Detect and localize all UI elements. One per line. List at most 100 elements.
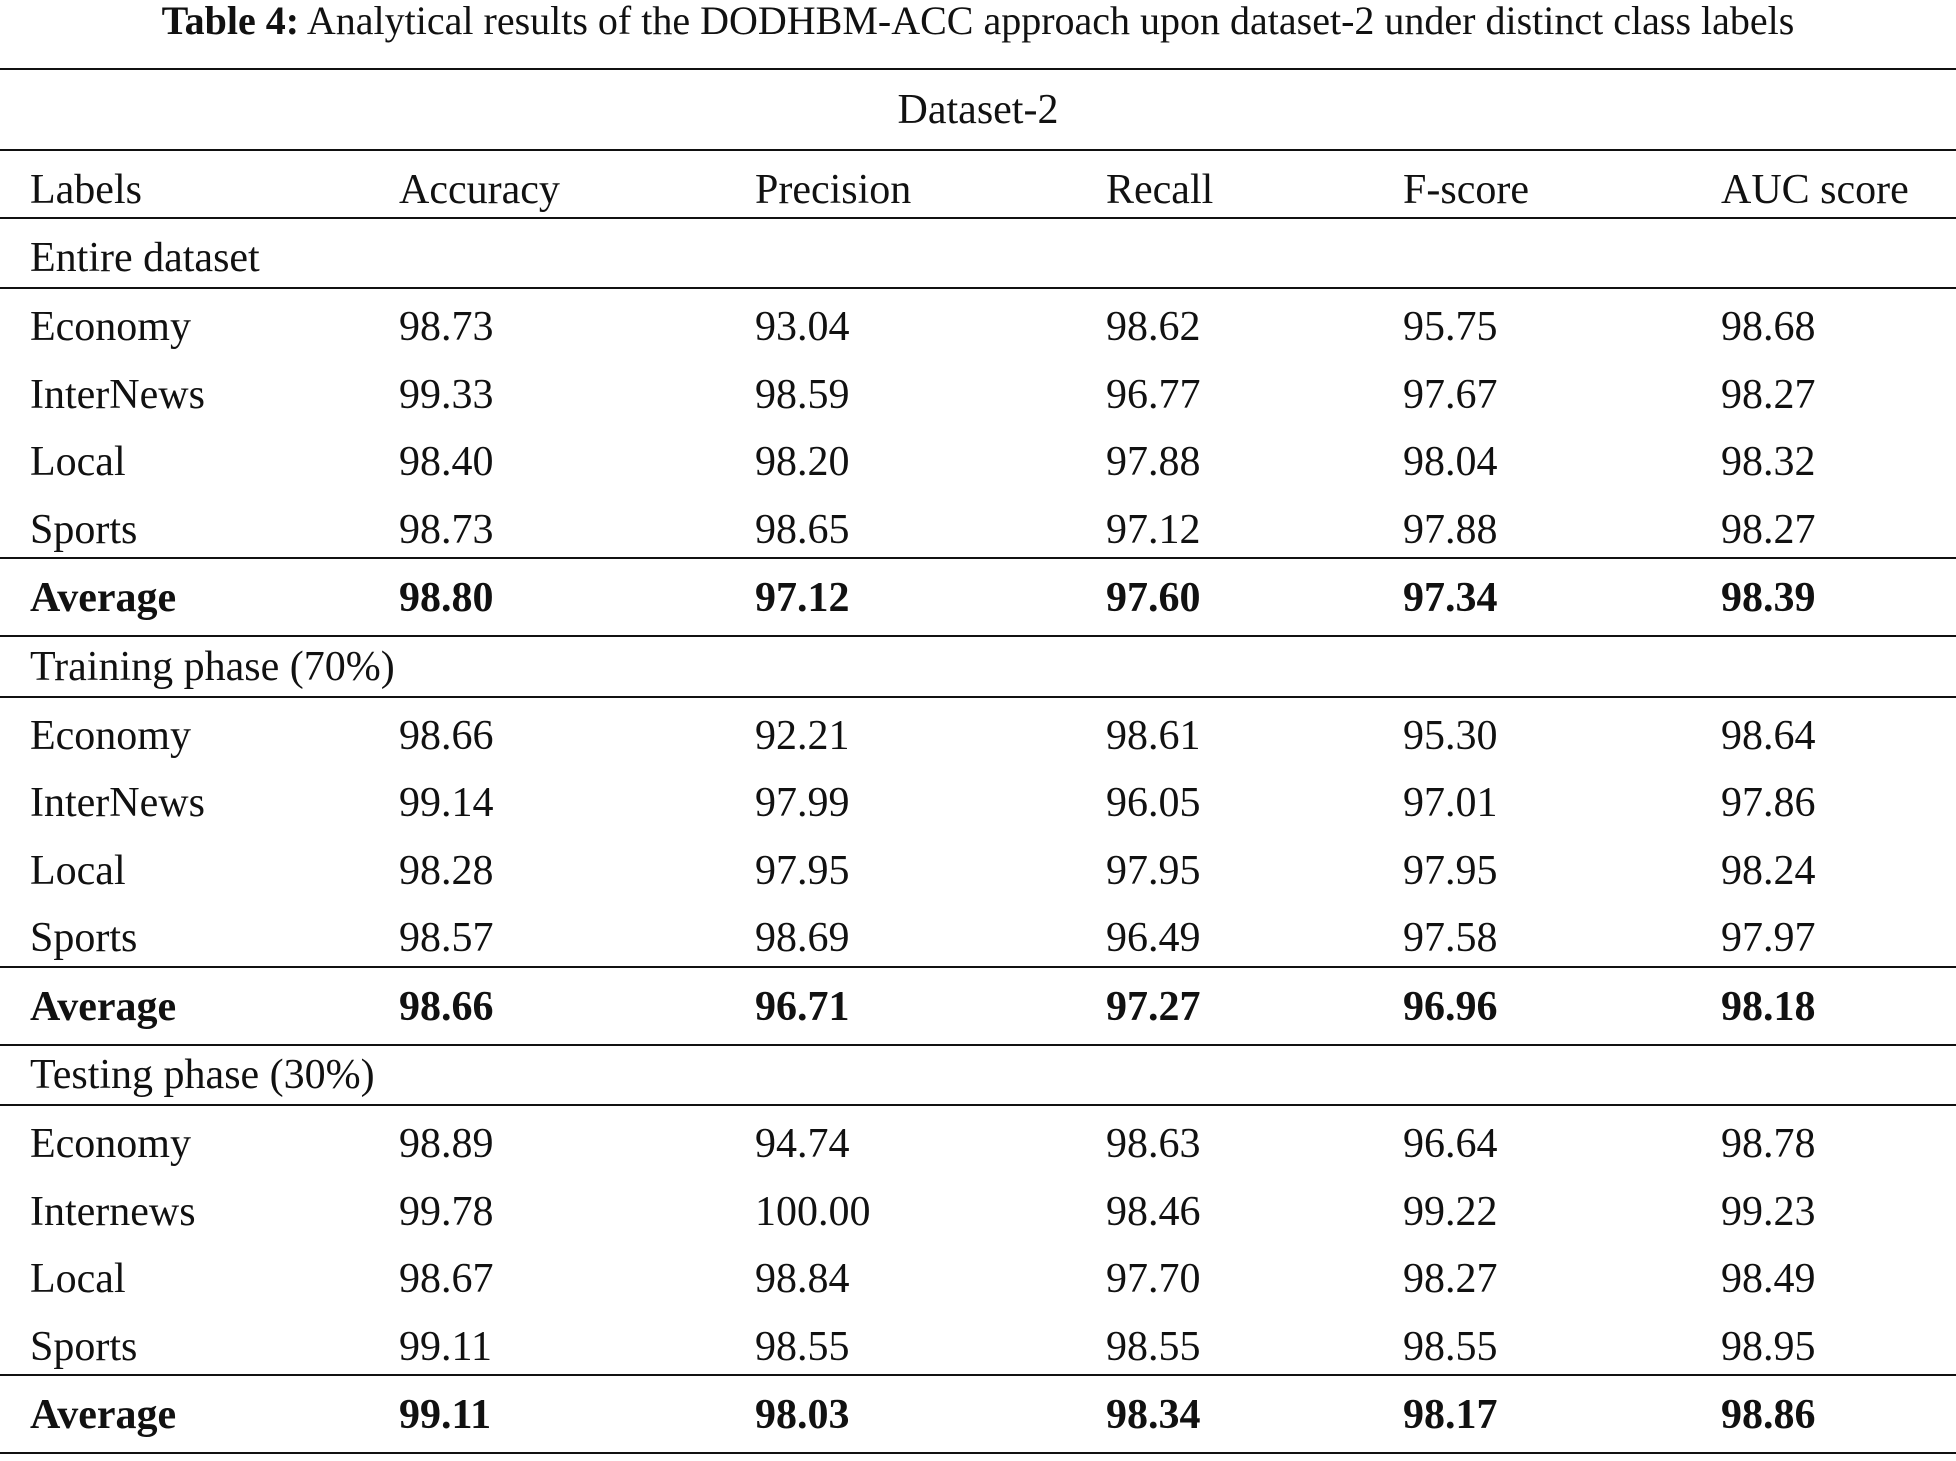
table-cell: 97.12 <box>1106 506 1201 553</box>
table-cell: 98.67 <box>399 1256 494 1302</box>
table-cell: Economy <box>30 1121 191 1167</box>
table-cell: 98.55 <box>1403 1323 1498 1370</box>
table-cell: 98.65 <box>755 506 850 553</box>
table-cell: 98.20 <box>755 439 850 485</box>
average-cell: 98.86 <box>1721 1392 1816 1438</box>
table-cell: 92.21 <box>755 712 850 759</box>
table-cell: 96.05 <box>1106 780 1201 826</box>
average-cell: 98.80 <box>399 575 494 621</box>
table-cell: 97.95 <box>755 847 850 894</box>
average-cell: Average <box>30 1392 177 1438</box>
table-cell: 98.28 <box>399 847 494 894</box>
table-cell: 97.88 <box>1106 439 1201 485</box>
header-rule <box>0 217 1956 219</box>
section-end-rule <box>0 635 1956 637</box>
column-header: F-score <box>1403 167 1529 213</box>
table-cell: 98.66 <box>399 712 494 759</box>
table-cell: 98.59 <box>755 371 850 418</box>
table-cell: 99.78 <box>399 1188 494 1235</box>
average-cell: 98.17 <box>1403 1392 1498 1438</box>
table-cell: Internews <box>30 1188 196 1235</box>
table-cell: 96.77 <box>1106 371 1201 418</box>
table-cell: 98.73 <box>399 304 494 350</box>
table-cell: 99.22 <box>1403 1188 1498 1235</box>
table-cell: 98.24 <box>1721 847 1816 894</box>
average-cell: 99.11 <box>399 1392 492 1438</box>
table-cell: Economy <box>30 304 191 350</box>
average-cell: 98.39 <box>1721 575 1816 621</box>
table-cell: 97.97 <box>1721 915 1816 961</box>
table-caption: Table 4: Analytical results of the DODHB… <box>0 1 1956 41</box>
average-cell: 98.18 <box>1721 983 1816 1030</box>
section-end-rule <box>0 1043 1956 1046</box>
average-rule <box>0 1374 1956 1376</box>
table-cell: 98.68 <box>1721 304 1816 350</box>
section-title: Entire dataset <box>30 235 260 281</box>
table-cell: 98.95 <box>1721 1323 1816 1370</box>
table-cell: Sports <box>30 1323 138 1370</box>
table-cell: 97.70 <box>1106 1256 1201 1302</box>
average-cell: 97.34 <box>1403 575 1498 621</box>
table-cell: 98.27 <box>1721 506 1816 553</box>
top-rule <box>0 68 1956 70</box>
table-cell: Sports <box>30 915 138 961</box>
table-cell: 93.04 <box>755 304 850 350</box>
table-cell: 97.58 <box>1403 915 1498 961</box>
table-cell: 97.99 <box>755 780 850 826</box>
table-cell: 98.57 <box>399 915 494 961</box>
table-cell: 98.73 <box>399 506 494 553</box>
group-rule <box>0 149 1956 151</box>
table-cell: 98.55 <box>755 1323 850 1370</box>
average-cell: 98.34 <box>1106 1392 1201 1438</box>
table-cell: 98.46 <box>1106 1188 1201 1235</box>
table-cell: 97.95 <box>1403 847 1498 894</box>
table-cell: Local <box>30 439 126 485</box>
table-cell: Economy <box>30 712 191 759</box>
table-cell: 95.30 <box>1403 712 1498 759</box>
table-cell: 98.49 <box>1721 1256 1816 1302</box>
table-cell: 100.00 <box>755 1188 871 1235</box>
average-cell: 97.60 <box>1106 575 1201 621</box>
column-header: Accuracy <box>399 167 560 213</box>
section-rule <box>0 1104 1956 1106</box>
table-cell: 98.40 <box>399 439 494 485</box>
average-rule <box>0 965 1956 968</box>
section-title: Testing phase (30%) <box>30 1052 375 1098</box>
average-cell: 96.96 <box>1403 983 1498 1030</box>
column-header: Labels <box>30 167 142 213</box>
table-cell: 98.55 <box>1106 1323 1201 1370</box>
table-cell: 98.04 <box>1403 439 1498 485</box>
table-cell: 98.62 <box>1106 304 1201 350</box>
table-cell: 99.14 <box>399 780 494 826</box>
table-cell: 97.88 <box>1403 506 1498 553</box>
group-header: Dataset-2 <box>897 87 1059 133</box>
table-cell: 98.63 <box>1106 1121 1201 1167</box>
average-rule <box>0 557 1956 559</box>
table-cell: 98.69 <box>755 915 850 961</box>
table-cell: 94.74 <box>755 1121 850 1167</box>
section-title: Training phase (70%) <box>30 643 395 690</box>
table-cell: 98.89 <box>399 1121 494 1167</box>
table-cell: 97.01 <box>1403 780 1498 826</box>
section-rule <box>0 695 1956 698</box>
caption-label: Table 4: <box>161 0 300 43</box>
table-cell: 98.61 <box>1106 712 1201 759</box>
table-cell: 98.64 <box>1721 712 1816 759</box>
average-cell: 96.71 <box>755 983 850 1030</box>
table-cell: 95.75 <box>1403 304 1498 350</box>
table-cell: 99.23 <box>1721 1188 1816 1235</box>
table-cell: 98.27 <box>1403 1256 1498 1302</box>
table-cell: Local <box>30 847 126 894</box>
bottom-rule <box>0 1452 1956 1454</box>
table-cell: 96.64 <box>1403 1121 1498 1167</box>
caption-text: Analytical results of the DODHBM-ACC app… <box>306 0 1795 43</box>
table-cell: 98.32 <box>1721 439 1816 485</box>
table-cell: 98.84 <box>755 1256 850 1302</box>
average-cell: Average <box>30 983 177 1030</box>
section-rule <box>0 287 1956 289</box>
average-cell: Average <box>30 575 177 621</box>
table-cell: 97.86 <box>1721 780 1816 826</box>
table-cell: 97.95 <box>1106 847 1201 894</box>
table-cell: 98.27 <box>1721 371 1816 418</box>
